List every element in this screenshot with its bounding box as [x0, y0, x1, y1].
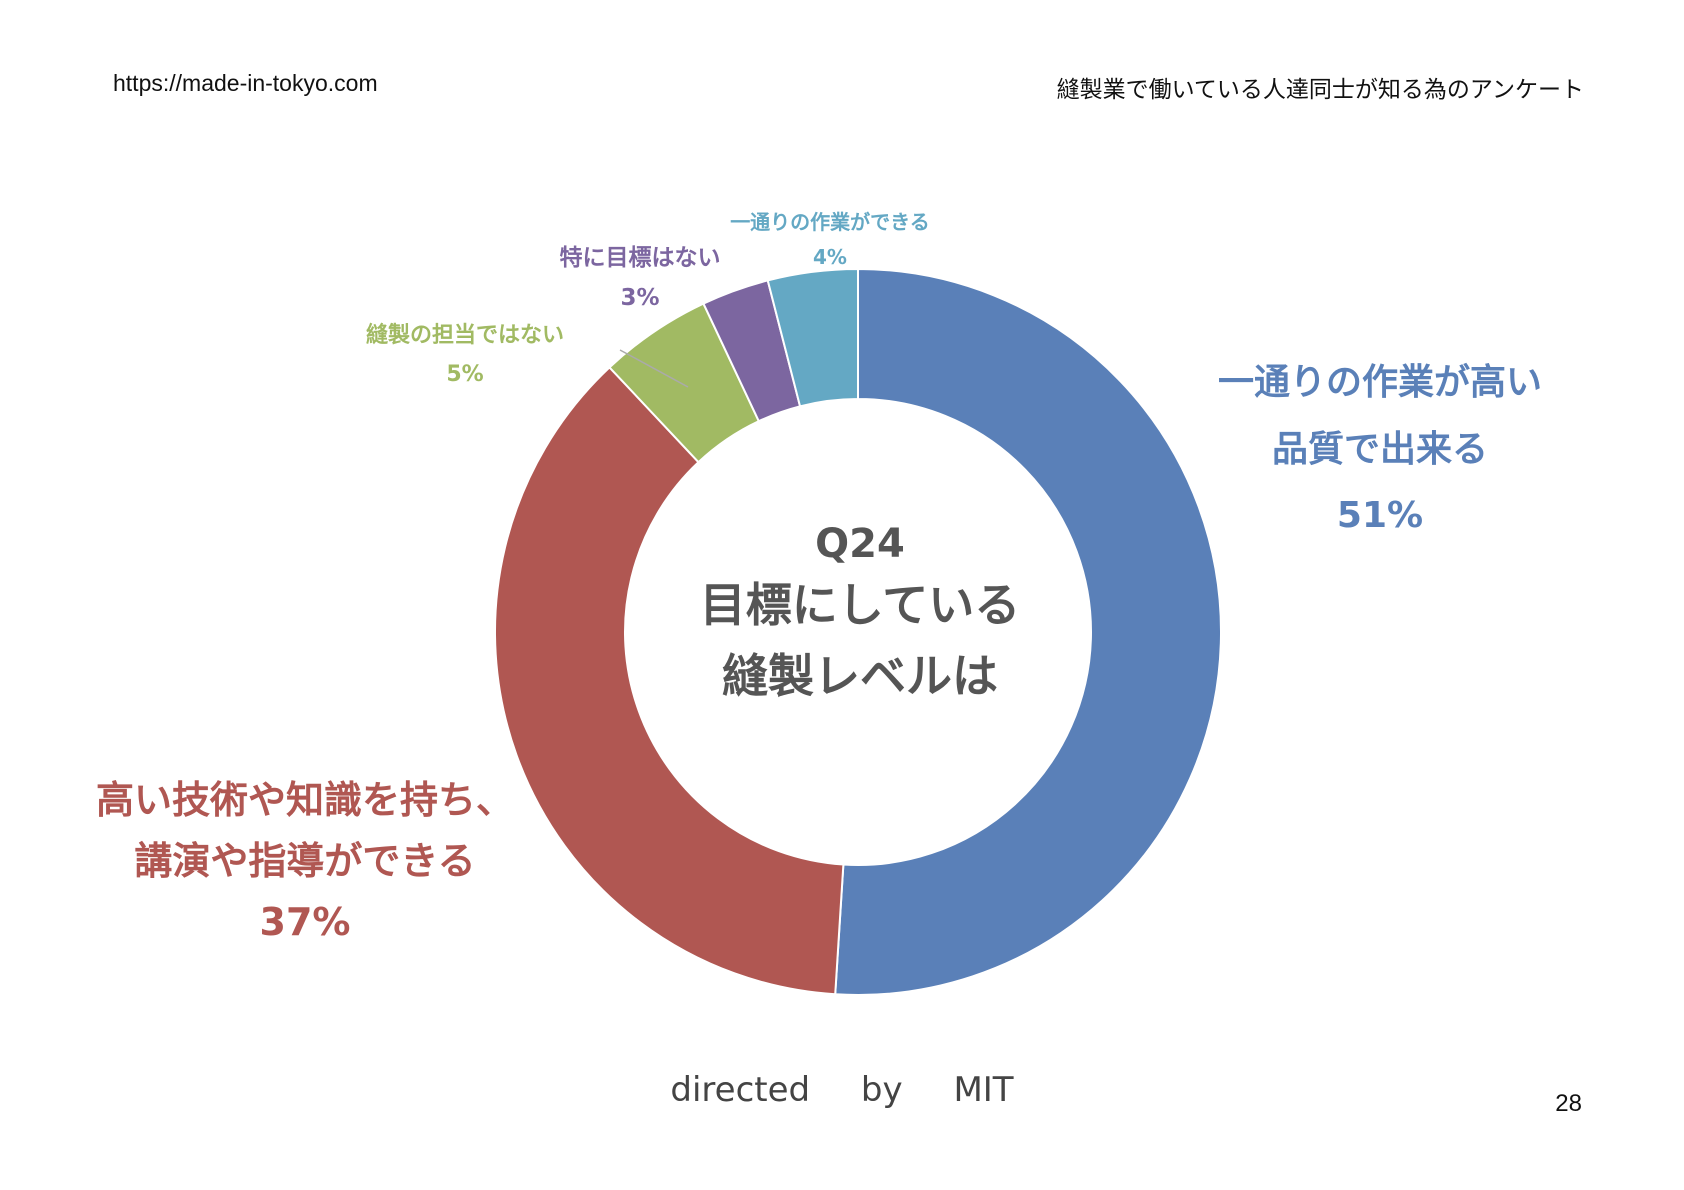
slice-label-line: 品質で出来る: [1271, 428, 1488, 470]
question-number: Q24: [815, 521, 905, 567]
slice-label-line: 一通りの作業が高い: [1217, 362, 1542, 403]
slice-value-label: 5%: [446, 361, 484, 387]
chart-center-title: Q24 目標にしている 縫製レベルは: [655, 518, 1065, 713]
donut-slice-0: [834, 267, 1222, 996]
source-url: https://made-in-tokyo.com: [113, 70, 378, 96]
donut-slice-1: [493, 365, 845, 996]
footer-credit: directed by MIT: [0, 1070, 1684, 1110]
slice-label-line: 縫製の担当ではない: [365, 323, 564, 348]
slice-label-not-sewing: 縫製の担当ではない 5%: [330, 317, 600, 394]
page-number: 28: [1555, 1090, 1582, 1117]
slice-value-label: 3%: [620, 285, 660, 312]
slice-label-line: 高い技術や知識を持ち、: [95, 778, 514, 822]
slice-value-label: 37%: [259, 899, 351, 944]
slice-label-high-quality: 一通りの作業が高い 品質で出来る 51%: [1170, 350, 1590, 550]
slice-label-expert: 高い技術や知識を持ち、 講演や指導ができる 37%: [80, 770, 530, 952]
question-line-1: 目標にしている: [699, 578, 1021, 632]
slice-value-label: 4%: [813, 245, 847, 269]
leader-line: [619, 349, 689, 388]
question-line-2: 縫製レベルは: [722, 649, 998, 704]
footer-word: by: [860, 1070, 903, 1110]
slice-value-label: 51%: [1336, 495, 1424, 537]
slice-label-line: 講演や指導ができる: [134, 838, 476, 883]
slice-label-line: 特に目標はない: [559, 245, 721, 271]
donut-slice-4: [766, 267, 859, 408]
slice-label-basic-tasks: 一通りの作業ができる 4%: [700, 205, 960, 275]
slice-label-line: 一通りの作業ができる: [730, 210, 930, 234]
slice-label-no-goal: 特に目標はない 3%: [530, 238, 750, 319]
footer-word: MIT: [953, 1070, 1014, 1110]
survey-title: 縫製業で働いている人達同士が知る為のアンケート: [1056, 77, 1584, 103]
footer-word: directed: [670, 1070, 811, 1110]
